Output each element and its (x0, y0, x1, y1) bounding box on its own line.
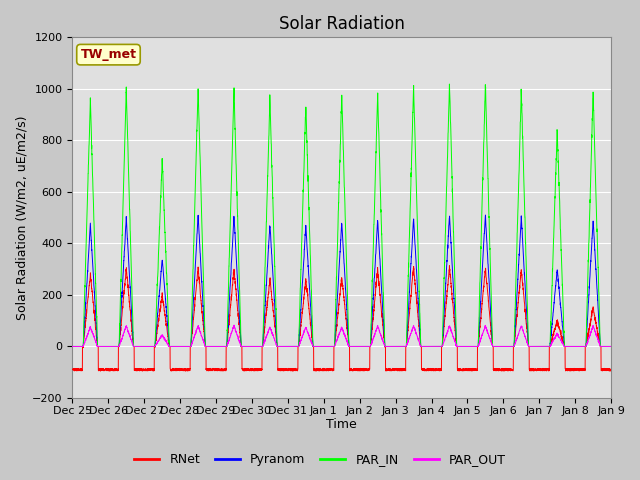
Y-axis label: Solar Radiation (W/m2, uE/m2/s): Solar Radiation (W/m2, uE/m2/s) (15, 115, 28, 320)
X-axis label: Time: Time (326, 419, 357, 432)
Title: Solar Radiation: Solar Radiation (279, 15, 404, 33)
Text: TW_met: TW_met (81, 48, 136, 61)
Legend: RNet, Pyranom, PAR_IN, PAR_OUT: RNet, Pyranom, PAR_IN, PAR_OUT (129, 448, 511, 471)
